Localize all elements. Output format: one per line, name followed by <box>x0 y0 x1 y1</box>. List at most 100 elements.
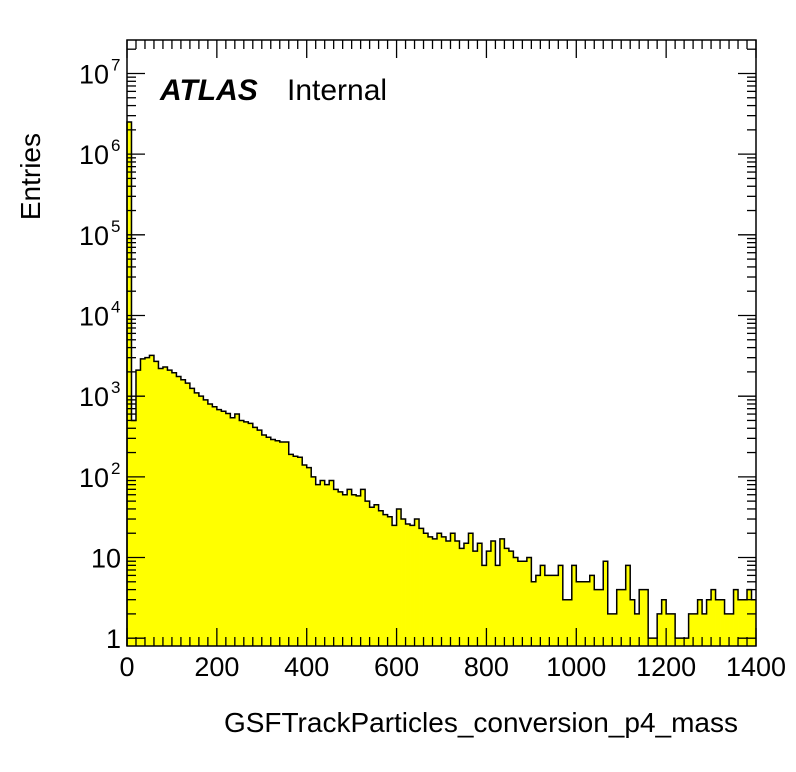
histogram-bar <box>463 543 469 646</box>
histogram-bar <box>351 494 357 646</box>
y-tick-base: 1 <box>106 624 121 654</box>
histogram-bar <box>153 361 159 646</box>
histogram-bar <box>589 575 595 646</box>
histogram-bar <box>643 589 649 646</box>
histogram-bar <box>540 565 546 646</box>
histogram-bar <box>275 440 281 646</box>
histogram-bar <box>706 599 712 646</box>
histogram-bar <box>203 399 209 646</box>
histogram-bar <box>558 565 564 646</box>
y-tick-exponent: 7 <box>111 55 120 74</box>
histogram-bar <box>724 613 730 646</box>
histogram-bar <box>212 406 218 646</box>
histogram-bar <box>360 489 366 646</box>
histogram-bar <box>445 541 451 646</box>
y-tick-label: 10 4 <box>79 297 121 331</box>
histogram-bar <box>306 467 312 646</box>
histogram-bar <box>383 514 388 646</box>
histogram-bar <box>387 516 393 646</box>
histogram-bar <box>598 589 604 646</box>
histogram-bar <box>607 613 613 646</box>
histogram-bar <box>171 372 177 646</box>
histogram-bar <box>135 370 141 646</box>
histogram-bar <box>531 581 537 646</box>
histogram-bar <box>459 548 465 646</box>
histogram-bar <box>252 427 258 646</box>
histogram-bar <box>499 538 505 646</box>
histogram-bar <box>729 613 734 646</box>
y-tick-base: 10 <box>79 463 109 493</box>
histogram-bar <box>513 557 519 646</box>
histogram-bar <box>257 430 263 646</box>
x-tick-label: 200 <box>194 652 239 682</box>
histogram-bar <box>230 417 236 646</box>
histogram-bar <box>504 548 510 646</box>
histogram-bar <box>612 613 618 646</box>
histogram-bar <box>594 589 600 646</box>
histogram-bar <box>576 581 582 646</box>
histogram-bar <box>738 599 743 646</box>
histogram-bar <box>517 561 523 646</box>
histogram-bar <box>270 439 276 646</box>
histogram-bar <box>742 599 748 646</box>
histogram-bar <box>261 435 267 646</box>
x-tick-label: 1400 <box>726 652 786 682</box>
histogram-bar <box>338 491 344 646</box>
histogram-bar <box>688 613 694 646</box>
histogram-bar <box>410 525 415 646</box>
histogram-bar <box>234 414 240 646</box>
x-tick-label: 800 <box>464 652 509 682</box>
histogram-bar <box>369 507 375 646</box>
histogram-bar <box>185 383 191 646</box>
histogram-bar <box>625 565 631 646</box>
histogram-layer <box>126 121 757 647</box>
y-tick-label: 10 2 <box>79 459 121 493</box>
histogram-bar <box>490 541 496 646</box>
histogram-bar <box>702 613 707 646</box>
histogram-bar <box>733 589 739 646</box>
x-axis-title: GSFTrackParticles_conversion_p4_mass <box>224 707 738 738</box>
histogram-bar <box>311 476 317 646</box>
y-tick-base: 10 <box>79 301 109 331</box>
histogram-bar <box>450 533 456 646</box>
histogram-bar <box>194 392 200 646</box>
histogram-bar <box>198 396 204 646</box>
y-tick-exponent: 5 <box>111 217 120 236</box>
histogram-bar <box>437 533 442 646</box>
histogram-bar <box>347 489 353 646</box>
y-tick-label: 10 3 <box>79 378 121 412</box>
histogram-bar <box>526 557 532 646</box>
histogram-bar <box>553 575 559 646</box>
histogram-bar <box>239 420 245 646</box>
histogram-bar <box>324 484 330 646</box>
internal-label: Internal <box>287 74 387 107</box>
atlas-label: ATLAS <box>159 74 258 107</box>
histogram-bar <box>428 536 433 646</box>
plot-frame <box>126 39 757 647</box>
histogram-bar <box>365 501 371 646</box>
histogram-bar <box>279 442 285 646</box>
histogram-bar <box>639 589 645 646</box>
x-tick-label: 1000 <box>546 652 606 682</box>
y-tick-label: 10 <box>91 544 121 574</box>
y-tick-exponent: 4 <box>111 297 120 316</box>
histogram-bar <box>189 388 195 646</box>
histogram-bar <box>544 575 550 646</box>
y-tick-base: 10 <box>79 382 109 412</box>
histogram-bar <box>580 581 586 646</box>
histogram-bar <box>616 589 622 646</box>
histogram-bar <box>477 543 483 646</box>
histogram-bar <box>414 519 420 646</box>
histogram-bar <box>648 638 654 646</box>
histogram-bar <box>221 411 227 646</box>
histogram-bar <box>315 484 321 646</box>
histogram-bar <box>652 638 658 646</box>
histogram-bar <box>585 581 591 646</box>
histogram-bar <box>167 370 173 646</box>
histogram-bar <box>468 533 474 646</box>
y-tick-base: 10 <box>79 140 109 170</box>
histogram-bar <box>266 437 272 646</box>
histogram-bar <box>293 456 299 646</box>
histogram-bar <box>176 376 182 646</box>
